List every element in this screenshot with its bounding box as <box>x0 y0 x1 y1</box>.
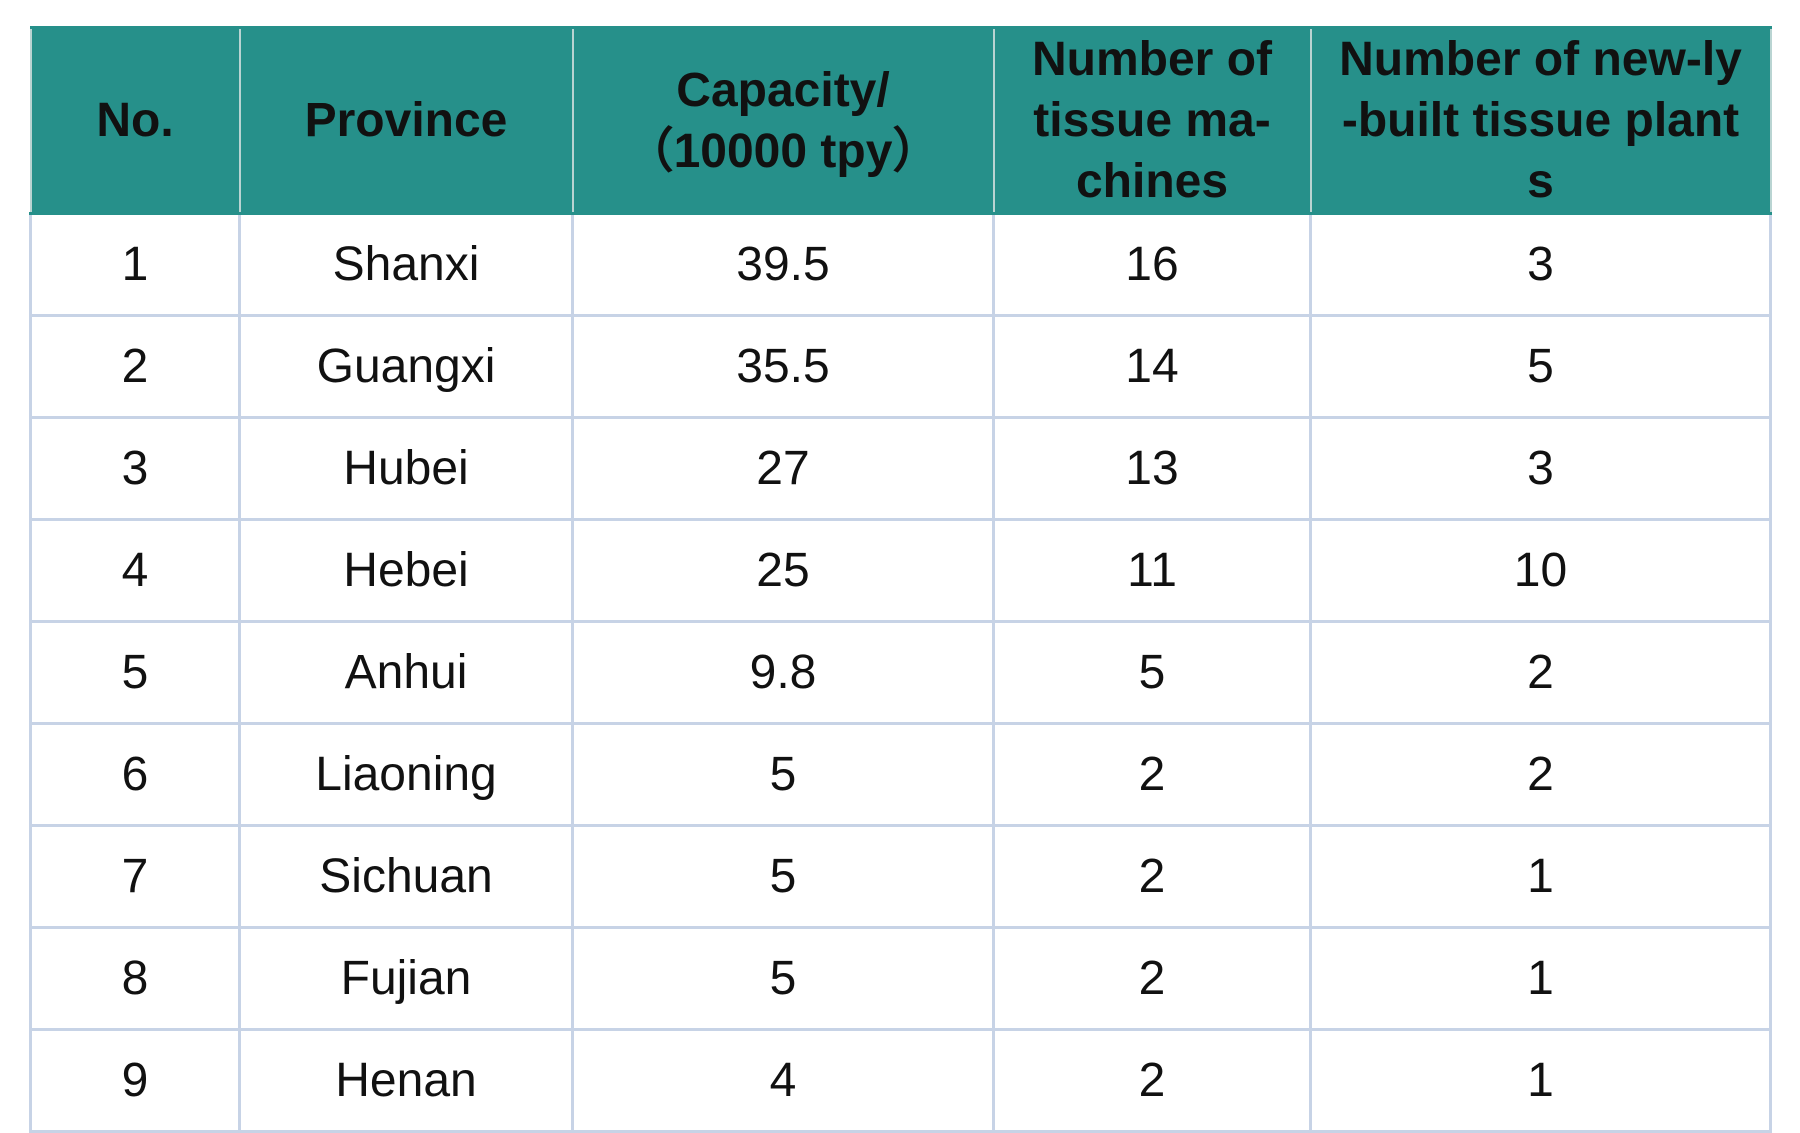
header-capacity: Capacity/ （10000 tpy） <box>571 26 995 215</box>
cell-tissue-machines: 2 <box>992 1028 1312 1133</box>
cell-no: 2 <box>29 314 241 419</box>
table-row: 2 Guangxi 35.5 14 5 <box>29 314 1772 419</box>
cell-new-plants: 3 <box>1309 416 1772 521</box>
cell-province: Liaoning <box>238 722 574 827</box>
cell-capacity: 35.5 <box>571 314 995 419</box>
cell-new-plants: 5 <box>1309 314 1772 419</box>
province-tissue-capacity-table: No. Province Capacity/ （10000 tpy） Numbe… <box>29 26 1772 1133</box>
cell-province: Sichuan <box>238 824 574 929</box>
cell-no: 8 <box>29 926 241 1031</box>
header-no: No. <box>29 26 241 215</box>
cell-province: Fujian <box>238 926 574 1031</box>
cell-no: 4 <box>29 518 241 623</box>
cell-capacity: 25 <box>571 518 995 623</box>
cell-capacity: 5 <box>571 722 995 827</box>
cell-no: 5 <box>29 620 241 725</box>
cell-new-plants: 2 <box>1309 620 1772 725</box>
cell-no: 7 <box>29 824 241 929</box>
cell-province: Henan <box>238 1028 574 1133</box>
table-row: 7 Sichuan 5 2 1 <box>29 824 1772 929</box>
table-row: 1 Shanxi 39.5 16 3 <box>29 212 1772 317</box>
header-tissue-machines-text: Number of tissue ma-chines <box>1032 33 1272 208</box>
cell-new-plants: 3 <box>1309 212 1772 317</box>
table-header: No. Province Capacity/ （10000 tpy） Numbe… <box>29 26 1772 215</box>
header-new-plants: Number of new-ly-built tissue plants <box>1309 26 1772 215</box>
cell-province: Hebei <box>238 518 574 623</box>
table-row: 6 Liaoning 5 2 2 <box>29 722 1772 827</box>
cell-capacity: 9.8 <box>571 620 995 725</box>
cell-province: Hubei <box>238 416 574 521</box>
cell-capacity: 39.5 <box>571 212 995 317</box>
cell-new-plants: 10 <box>1309 518 1772 623</box>
header-row: No. Province Capacity/ （10000 tpy） Numbe… <box>29 26 1772 215</box>
cell-tissue-machines: 14 <box>992 314 1312 419</box>
table-row: 5 Anhui 9.8 5 2 <box>29 620 1772 725</box>
cell-province: Shanxi <box>238 212 574 317</box>
cell-province: Guangxi <box>238 314 574 419</box>
cell-no: 6 <box>29 722 241 827</box>
header-province: Province <box>238 26 574 215</box>
table-container: No. Province Capacity/ （10000 tpy） Numbe… <box>29 26 1772 1133</box>
table-row: 8 Fujian 5 2 1 <box>29 926 1772 1031</box>
cell-new-plants: 1 <box>1309 1028 1772 1133</box>
cell-tissue-machines: 11 <box>992 518 1312 623</box>
cell-capacity: 5 <box>571 824 995 929</box>
cell-tissue-machines: 16 <box>992 212 1312 317</box>
cell-province: Anhui <box>238 620 574 725</box>
header-new-plants-text: Number of new-ly-built tissue plants <box>1339 33 1742 208</box>
cell-tissue-machines: 2 <box>992 824 1312 929</box>
header-capacity-text: Capacity/ （10000 tpy） <box>625 63 941 178</box>
table-body: 1 Shanxi 39.5 16 3 2 Guangxi 35.5 14 5 3 Hubei 27 13 3… <box>29 212 1772 1133</box>
table-row: 3 Hubei 27 13 3 <box>29 416 1772 521</box>
cell-new-plants: 2 <box>1309 722 1772 827</box>
header-tissue-machines: Number of tissue ma-chines <box>992 26 1312 215</box>
cell-capacity: 4 <box>571 1028 995 1133</box>
cell-capacity: 5 <box>571 926 995 1031</box>
cell-new-plants: 1 <box>1309 926 1772 1031</box>
table-row: 9 Henan 4 2 1 <box>29 1028 1772 1133</box>
table-row: 4 Hebei 25 11 10 <box>29 518 1772 623</box>
cell-new-plants: 1 <box>1309 824 1772 929</box>
cell-tissue-machines: 2 <box>992 926 1312 1031</box>
cell-tissue-machines: 13 <box>992 416 1312 521</box>
cell-capacity: 27 <box>571 416 995 521</box>
cell-no: 1 <box>29 212 241 317</box>
cell-tissue-machines: 5 <box>992 620 1312 725</box>
cell-tissue-machines: 2 <box>992 722 1312 827</box>
cell-no: 9 <box>29 1028 241 1133</box>
cell-no: 3 <box>29 416 241 521</box>
